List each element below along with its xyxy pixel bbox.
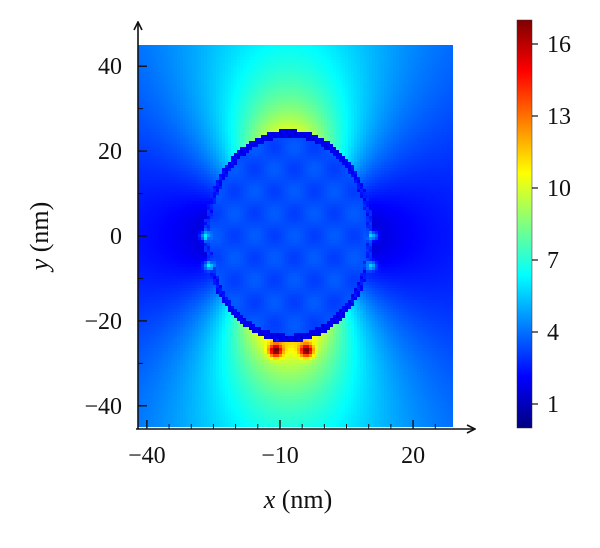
y-tick-label: −20 <box>84 309 122 335</box>
colorbar-tick-label: 4 <box>547 320 559 346</box>
colorbar <box>516 19 533 429</box>
y-tick-label: 0 <box>110 224 122 250</box>
colorbar-tick-label: 1 <box>547 392 559 418</box>
y-tick-label: −40 <box>84 394 122 420</box>
heatmap-plot-area <box>138 45 453 427</box>
colorbar-tick-label: 16 <box>547 32 571 58</box>
y-axis-label: y (nm) <box>25 202 54 274</box>
x-tick-label: −10 <box>261 443 299 469</box>
x-tick-label: −40 <box>128 443 166 469</box>
colorbar-tick-label: 7 <box>547 248 559 274</box>
colorbar-tick-label: 10 <box>547 176 571 202</box>
colorbar-tick-label: 13 <box>547 104 571 130</box>
x-axis-label: x (nm) <box>263 485 333 514</box>
y-tick-label: 20 <box>98 139 122 165</box>
y-tick-label: 40 <box>98 54 122 80</box>
x-tick-label: 20 <box>401 443 425 469</box>
